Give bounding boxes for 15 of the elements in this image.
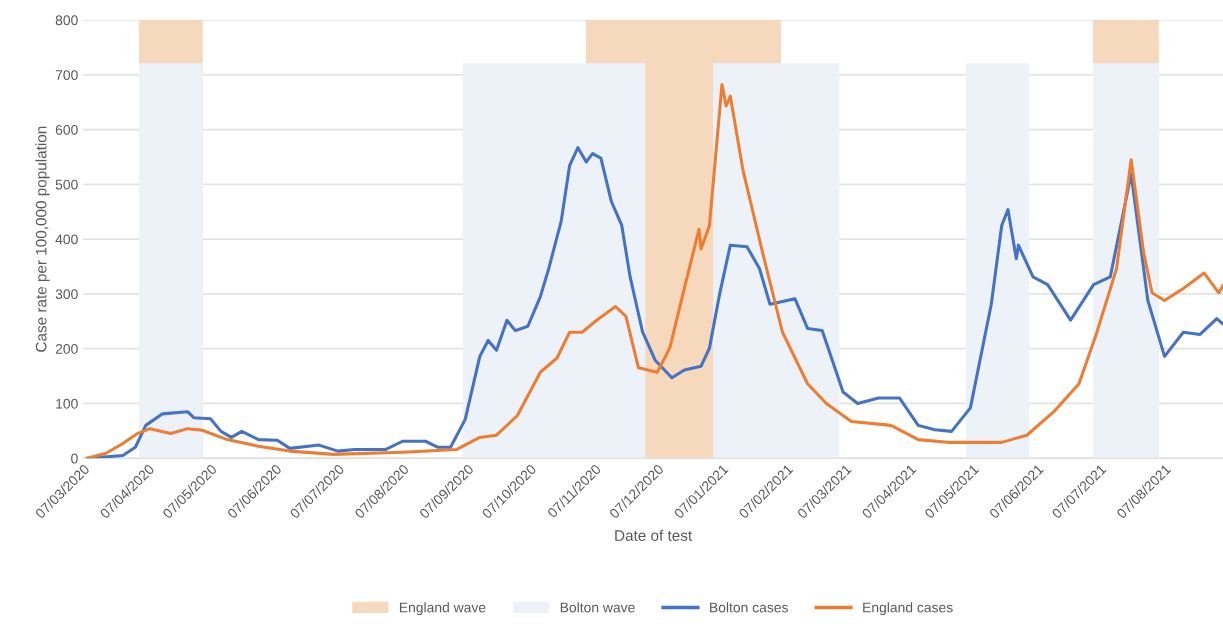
legend-label: Bolton cases xyxy=(710,602,788,613)
x-axis-title: Date of test xyxy=(615,529,693,541)
y-tick-label: 800 xyxy=(55,15,78,26)
y-tick-label: 0 xyxy=(71,453,78,464)
y-tick-label: 400 xyxy=(55,234,78,245)
legend-label: England wave xyxy=(399,602,486,616)
legend-label: Bolton wave xyxy=(560,602,635,613)
y-tick-label: 700 xyxy=(55,70,78,80)
y-tick-label: 100 xyxy=(56,398,78,409)
legend-label: England cases xyxy=(863,602,953,616)
y-axis-title: Case rate per 100,000 population xyxy=(35,126,50,352)
y-tick-label: 500 xyxy=(55,179,78,190)
y-tick-label: 200 xyxy=(55,344,78,354)
y-tick-label: 300 xyxy=(55,289,78,300)
y-tick-label: 600 xyxy=(55,124,78,135)
